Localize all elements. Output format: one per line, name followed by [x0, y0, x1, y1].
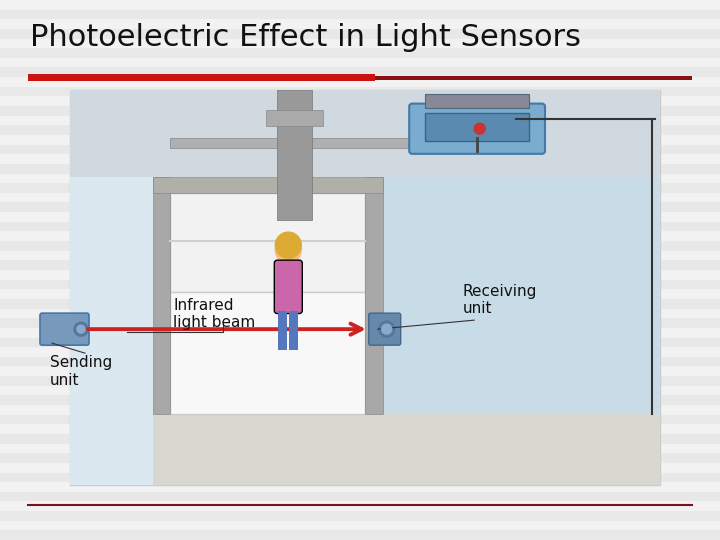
Bar: [0, 251, 720, 260]
Bar: [0, 193, 720, 202]
Bar: [0, 19, 720, 29]
Bar: [70, 177, 153, 485]
Bar: [0, 463, 720, 472]
Circle shape: [275, 232, 301, 258]
Bar: [0, 424, 720, 434]
Bar: [0, 521, 720, 530]
Bar: [279, 310, 287, 350]
Circle shape: [77, 325, 85, 333]
Bar: [0, 38, 720, 48]
Bar: [70, 90, 660, 485]
Bar: [0, 328, 720, 338]
Bar: [0, 405, 720, 415]
Bar: [0, 0, 720, 10]
Bar: [28, 74, 375, 81]
Bar: [153, 177, 171, 414]
Bar: [0, 232, 720, 241]
Bar: [0, 154, 720, 164]
Bar: [0, 97, 720, 106]
Circle shape: [74, 322, 88, 336]
Bar: [0, 308, 720, 318]
Bar: [426, 113, 529, 141]
Circle shape: [474, 123, 485, 134]
Bar: [0, 502, 720, 511]
FancyBboxPatch shape: [40, 313, 89, 345]
Circle shape: [379, 321, 395, 337]
Bar: [171, 138, 471, 147]
Bar: [365, 90, 660, 485]
FancyBboxPatch shape: [369, 313, 401, 345]
Bar: [171, 193, 365, 292]
Bar: [276, 90, 312, 219]
Bar: [0, 77, 720, 87]
Bar: [70, 90, 660, 177]
Text: Infrared
light beam: Infrared light beam: [174, 298, 256, 330]
Bar: [0, 135, 720, 145]
Bar: [0, 270, 720, 280]
Bar: [280, 242, 297, 250]
Bar: [0, 212, 720, 222]
Circle shape: [382, 324, 392, 334]
Bar: [171, 292, 365, 414]
Bar: [0, 386, 720, 395]
Bar: [0, 289, 720, 299]
Bar: [266, 110, 323, 126]
Bar: [0, 116, 720, 125]
Bar: [0, 443, 720, 453]
Text: Receiving
unit: Receiving unit: [462, 284, 536, 316]
Bar: [0, 58, 720, 68]
Bar: [289, 310, 298, 350]
Text: Sending
unit: Sending unit: [50, 355, 112, 388]
Bar: [426, 94, 529, 108]
Bar: [153, 177, 383, 193]
Bar: [0, 173, 720, 183]
Bar: [0, 482, 720, 492]
Text: Photoelectric Effect in Light Sensors: Photoelectric Effect in Light Sensors: [30, 24, 581, 52]
Bar: [0, 347, 720, 357]
Bar: [141, 414, 660, 485]
Bar: [365, 177, 383, 414]
FancyBboxPatch shape: [274, 260, 302, 314]
Bar: [0, 367, 720, 376]
FancyBboxPatch shape: [409, 104, 545, 154]
Circle shape: [275, 237, 301, 263]
Bar: [375, 76, 692, 80]
